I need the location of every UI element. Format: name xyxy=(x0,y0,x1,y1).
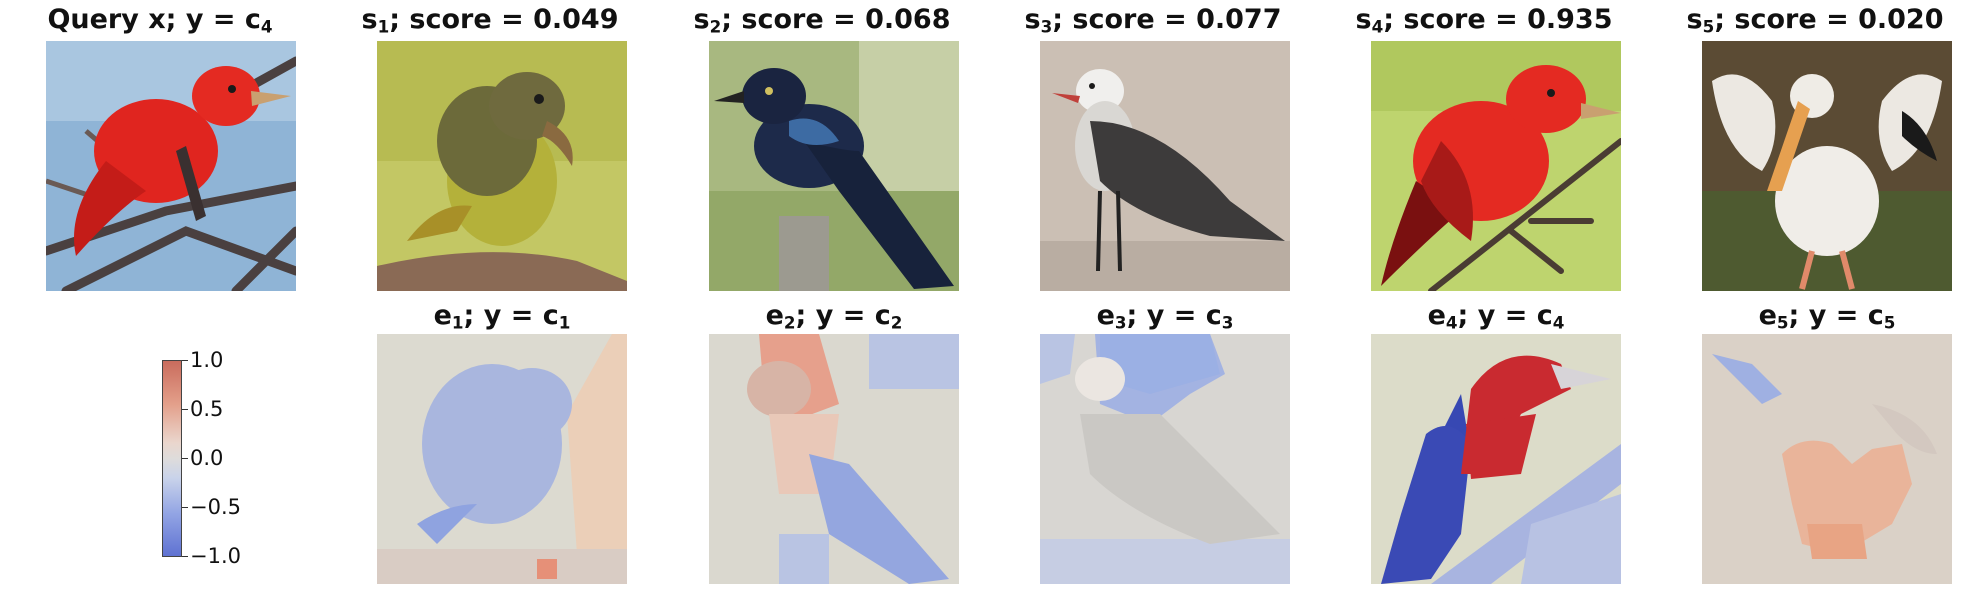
sample-2-image xyxy=(709,41,959,291)
query-bird-illustration xyxy=(46,41,296,291)
colorbar-tick-label: −1.0 xyxy=(190,544,241,568)
sample-1-bird-illustration xyxy=(377,41,627,291)
colorbar-tick-label: 0.0 xyxy=(190,446,224,470)
explanation-5-title: e5; y = c5 xyxy=(1758,300,1896,333)
explanation-2-heatmap xyxy=(709,334,959,584)
colorbar-tick-label: −0.5 xyxy=(190,495,241,519)
colorbar-tick-label: 0.5 xyxy=(190,397,224,421)
sample-1-title: s1; score = 0.049 xyxy=(361,4,619,37)
sample-5-title: s5; score = 0.020 xyxy=(1686,4,1944,37)
query-title-sub: 4 xyxy=(260,16,273,37)
explanation-1-title: e1; y = c1 xyxy=(433,300,571,333)
colorbar-tick-mark xyxy=(182,360,188,361)
sample-5-bird-illustration xyxy=(1702,41,1952,291)
explanation-2-heatmap-svg xyxy=(709,334,959,584)
explanation-4-title: e4; y = c4 xyxy=(1427,300,1565,333)
sample-4-title: s4; score = 0.935 xyxy=(1355,4,1613,37)
explanation-3-heatmap-svg xyxy=(1040,334,1290,584)
colorbar-tick-label: 1.0 xyxy=(190,348,224,372)
colorbar-gradient xyxy=(162,360,182,557)
sample-2-bird-illustration xyxy=(709,41,959,291)
explanation-4-heatmap-svg xyxy=(1371,334,1621,584)
sample-1-image xyxy=(377,41,627,291)
colorbar-tick-mark xyxy=(182,507,188,508)
sample-2-title: s2; score = 0.068 xyxy=(693,4,951,37)
colorbar-tick-mark xyxy=(182,409,188,410)
colorbar: 1.0 0.5 0.0 −0.5 −1.0 xyxy=(162,350,241,567)
explanation-3-heatmap xyxy=(1040,334,1290,584)
sample-3-image xyxy=(1040,41,1290,291)
explanation-5-heatmap xyxy=(1702,334,1952,584)
query-title-main: Query x; y = c xyxy=(47,4,261,35)
sample-4-image xyxy=(1371,41,1621,291)
query-image xyxy=(46,41,296,291)
query-title: Query x; y = c4 xyxy=(30,4,290,37)
explanation-2-title: e2; y = c2 xyxy=(765,300,903,333)
sample-3-bird-illustration xyxy=(1040,41,1290,291)
sample-5-image xyxy=(1702,41,1952,291)
colorbar-tick-mark xyxy=(182,458,188,459)
explanation-5-heatmap-svg xyxy=(1702,334,1952,584)
colorbar-tick-mark xyxy=(182,556,188,557)
explanation-4-heatmap xyxy=(1371,334,1621,584)
explanation-3-title: e3; y = c3 xyxy=(1096,300,1234,333)
explanation-1-heatmap-svg xyxy=(377,334,627,584)
explanation-1-heatmap xyxy=(377,334,627,584)
sample-3-title: s3; score = 0.077 xyxy=(1024,4,1282,37)
sample-4-bird-illustration xyxy=(1371,41,1621,291)
